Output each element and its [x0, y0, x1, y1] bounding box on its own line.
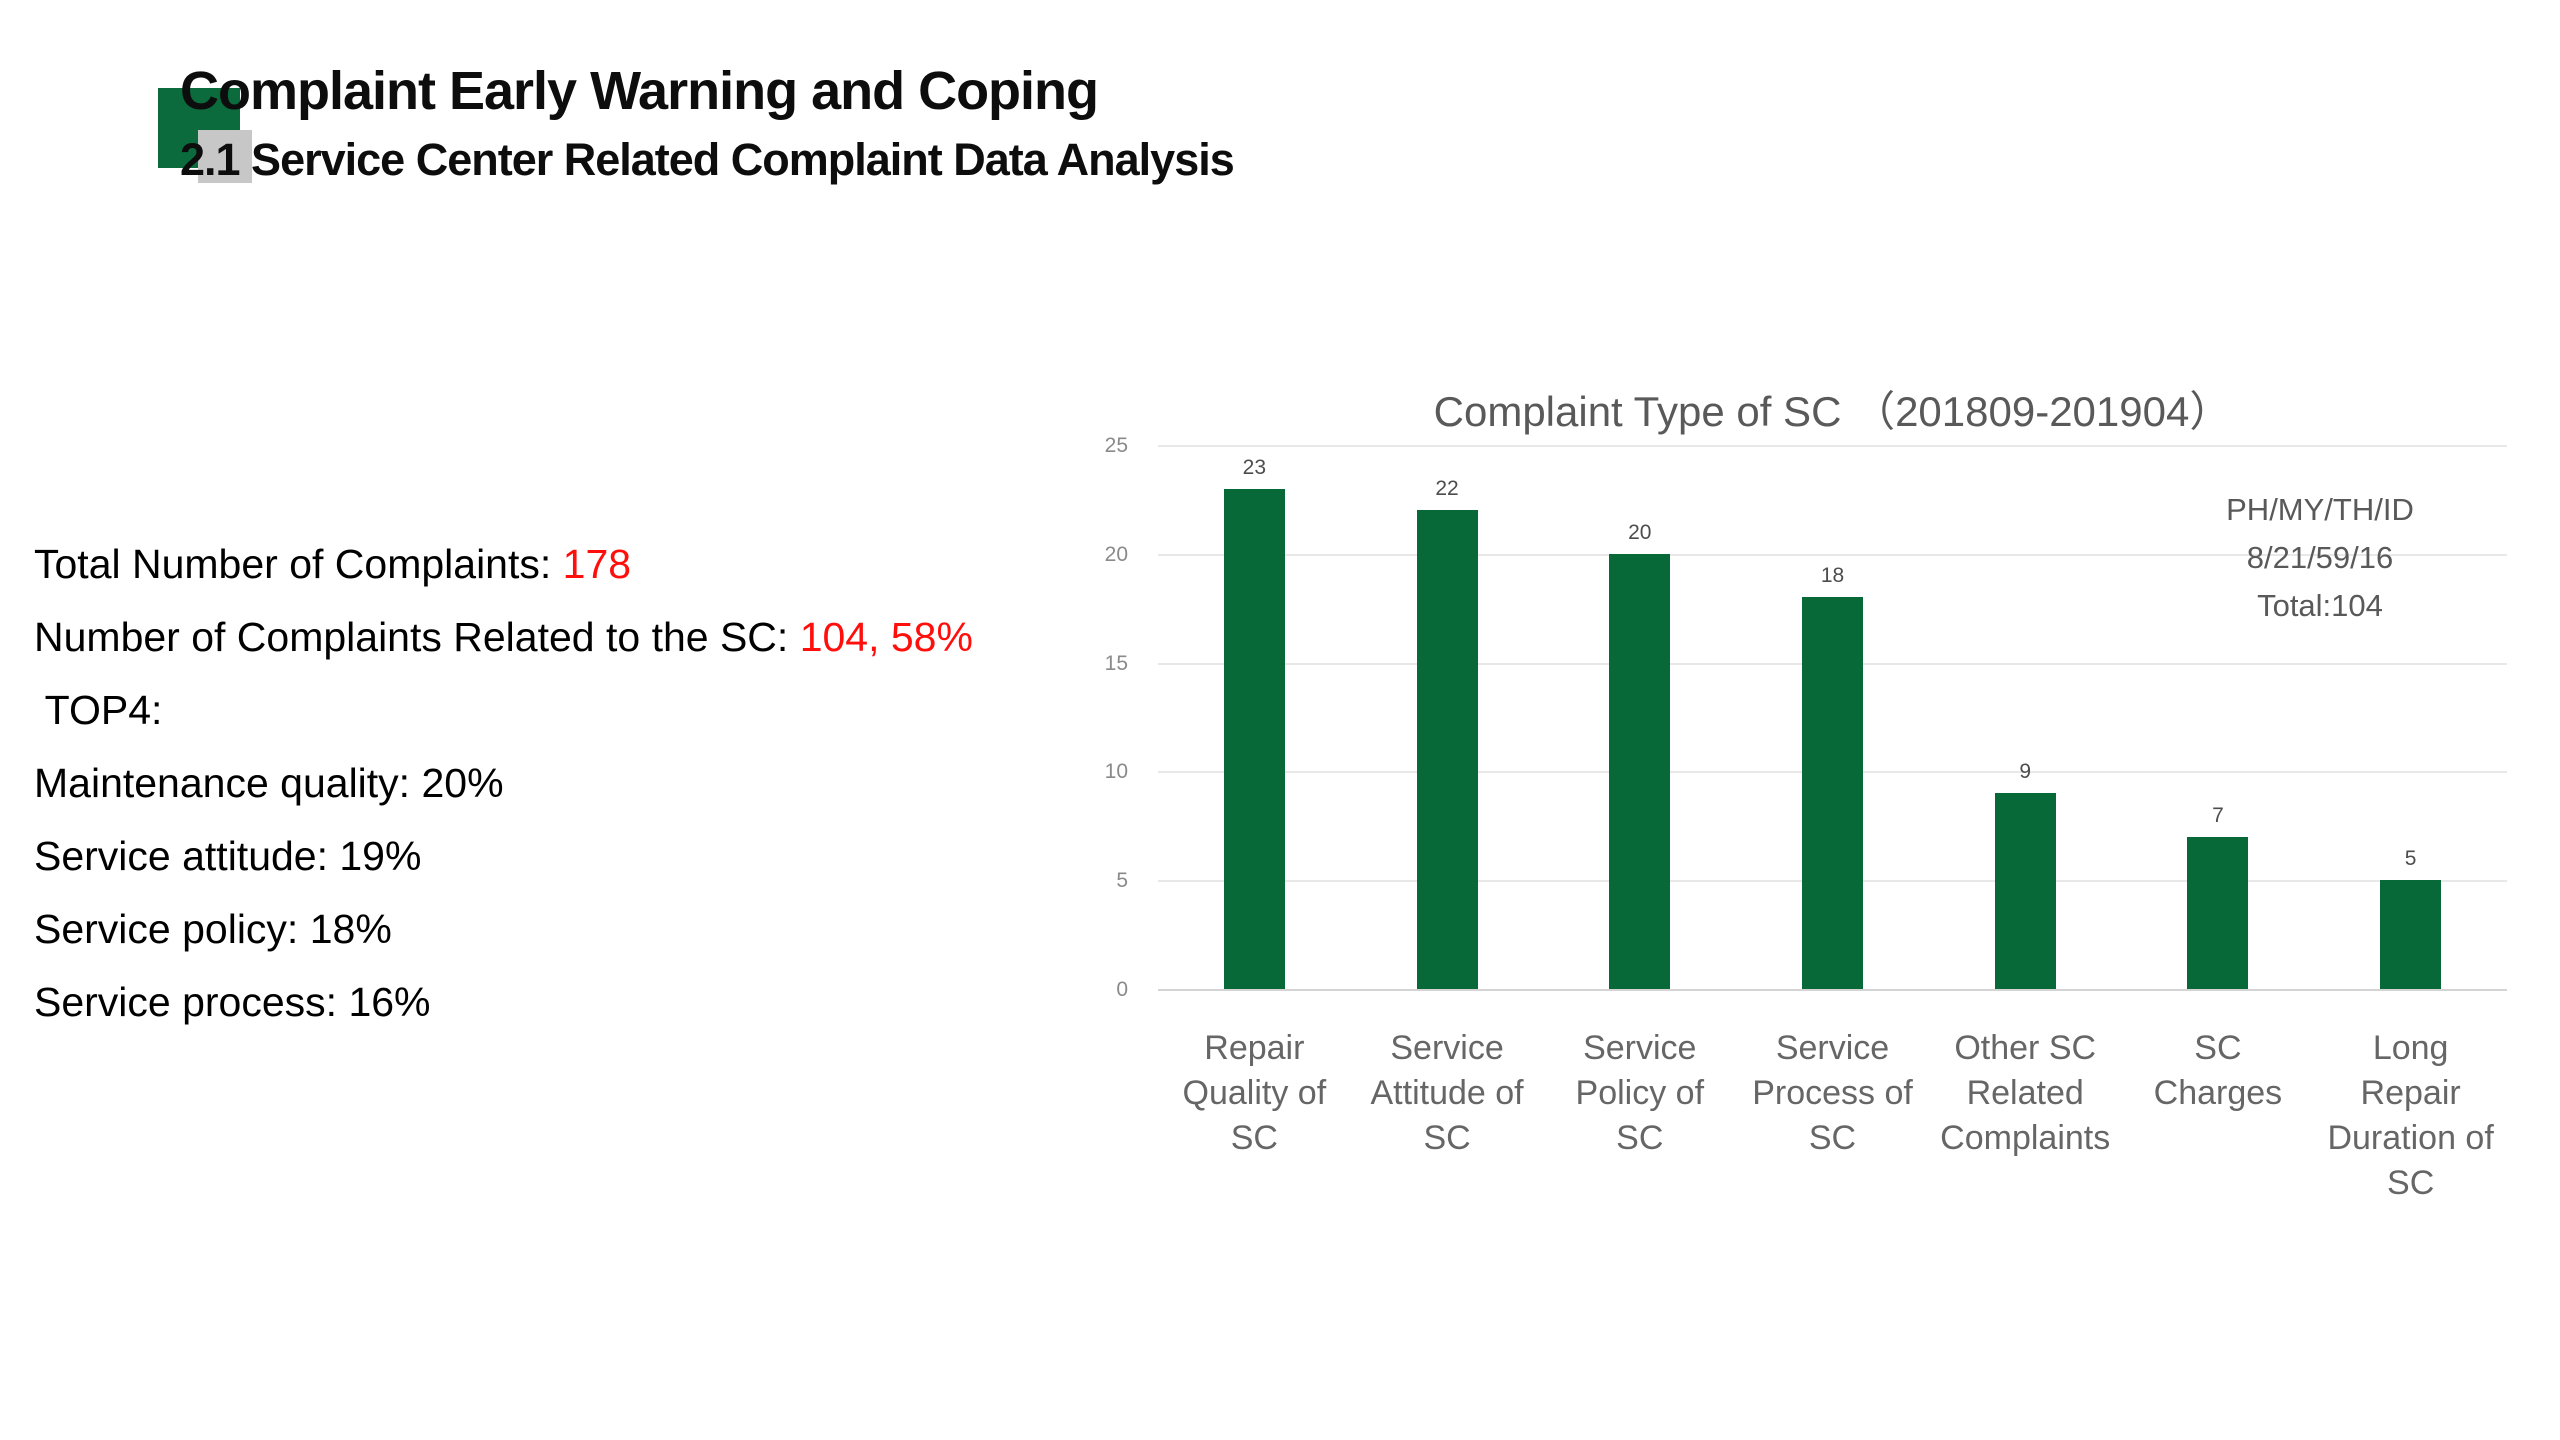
y-axis-tick-label: 25: [1104, 434, 1128, 457]
category-label-line: Complaints: [1940, 1119, 2111, 1157]
plot-area: 0 5 10 15 20 25 23 Repair Quality of SC 22 Service A…: [1105, 434, 2507, 1202]
page-title: Complaint Early Warning and Coping: [180, 61, 1099, 121]
category-label-line: Other SC: [1954, 1029, 2097, 1067]
annotation-line: 8/21/59/16: [2246, 540, 2394, 575]
category-label: Repair Quality of SC: [1144, 1026, 1364, 1161]
stats-block: Total Number of Complaints: 178 Number o…: [34, 528, 973, 1039]
stat-line-top4: TOP4:: [34, 674, 973, 747]
category-label-line: SC: [1423, 1119, 1471, 1157]
bar-value-label: 7: [2212, 803, 2224, 827]
bar-value-label: 18: [1820, 564, 1845, 588]
category-label: SC Charges: [2108, 1026, 2328, 1116]
gridline: [1158, 989, 2507, 991]
chart-title: Complaint Type of SC （201809-201904）: [1433, 388, 2232, 435]
bar: [1223, 488, 1285, 989]
gridline: [1158, 553, 2507, 556]
category-label-line: Related: [1966, 1074, 2084, 1112]
y-axis-tick-label: 20: [1104, 542, 1128, 566]
category-label: Service Attitude of SC: [1337, 1026, 1557, 1161]
stat-label: Number of Complaints Related to the SC:: [34, 614, 800, 660]
category-label-line: SC: [1230, 1119, 1278, 1157]
category-label-line: Long: [2372, 1029, 2449, 1067]
stat-line-service-attitude: Service attitude: 19%: [34, 820, 973, 893]
bar: [2187, 836, 2249, 989]
category-label: Service Policy of SC: [1530, 1026, 1750, 1161]
stat-label: Total Number of Complaints:: [34, 541, 563, 587]
bar-value-label: 20: [1628, 520, 1652, 544]
category-label-line: Service: [1775, 1029, 1890, 1067]
category-label-line: Repair: [1204, 1029, 1305, 1067]
category-label-line: Duration of: [2327, 1119, 2494, 1157]
y-axis-tick-label: 15: [1104, 651, 1128, 675]
bar: [1802, 597, 1863, 989]
stat-label: Service process: 16%: [34, 979, 431, 1025]
y-axis-tick-label: 10: [1104, 760, 1128, 784]
stat-label: Service attitude: 19%: [34, 833, 422, 879]
y-axis-tick-label: 5: [1116, 869, 1128, 893]
bar: [1994, 793, 2056, 989]
category-label-line: SC: [1808, 1119, 1857, 1157]
category-label-line: Repair: [2360, 1074, 2461, 1112]
bar: [2380, 880, 2442, 989]
stat-value: 178: [562, 541, 632, 587]
stat-value: 104, 58%: [799, 614, 973, 660]
category-label-line: Attitude of: [1370, 1074, 1524, 1112]
bar-value-label: 9: [2019, 760, 2032, 784]
category-label-line: Service: [1583, 1029, 1697, 1067]
logo-gray-square: [198, 130, 252, 183]
gridline: [1158, 445, 2507, 447]
stat-line-service-process: Service process: 16%: [34, 966, 973, 1039]
bar-value-label: 22: [1435, 477, 1459, 501]
category-label: Long Repair Duration of SC: [2301, 1026, 2521, 1206]
y-axis-tick-label: 0: [1116, 978, 1128, 1001]
stat-line-service-policy: Service policy: 18%: [34, 893, 973, 966]
stat-label: Service policy: 18%: [34, 906, 392, 952]
category-label: Other SC Related Complaints: [1915, 1026, 2135, 1161]
stat-line-maintenance-quality: Maintenance quality: 20%: [34, 747, 973, 820]
stat-line-total-complaints: Total Number of Complaints: 178: [34, 528, 973, 601]
annotation-line: PH/MY/TH/ID: [2226, 492, 2414, 527]
chart-annotation: PH/MY/TH/ID 8/21/59/16 Total:104: [2150, 486, 2490, 630]
category-label-line: SC: [1616, 1119, 1664, 1157]
stat-label: TOP4:: [34, 687, 163, 733]
bar: [1609, 553, 1671, 989]
category-label-line: Service: [1390, 1029, 1504, 1067]
page-subtitle: 2.1 Service Center Related Complaint Dat…: [180, 134, 1235, 185]
category-label: Service Process of SC: [1723, 1026, 1943, 1161]
annotation-line: Total:104: [2257, 588, 2383, 623]
category-label-line: Process of: [1752, 1074, 1913, 1112]
category-label-line: SC: [2387, 1164, 2435, 1202]
stat-line-sc-complaints: Number of Complaints Related to the SC: …: [34, 601, 973, 674]
bar-value-label: 5: [2404, 847, 2417, 871]
category-label-line: Policy of: [1575, 1074, 1705, 1112]
category-label-line: Charges: [2153, 1074, 2283, 1112]
category-label-line: SC: [2194, 1029, 2242, 1067]
bar-value-label: 23: [1242, 455, 1267, 479]
bar: [1416, 510, 1478, 989]
category-label-line: Quality of: [1182, 1074, 1327, 1112]
stat-label: Maintenance quality: 20%: [34, 760, 504, 806]
